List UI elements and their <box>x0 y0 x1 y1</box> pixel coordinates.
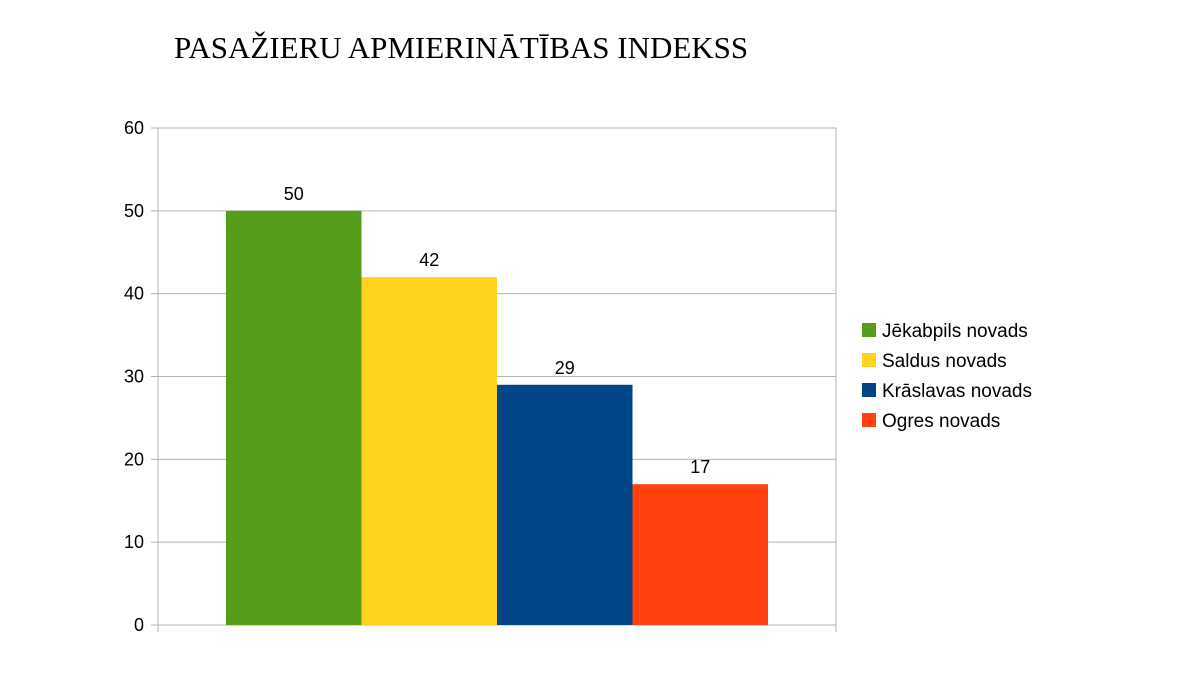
chart-title: PASAŽIERU APMIERINĀTĪBAS INDEKSS <box>174 30 748 65</box>
bar-ogres-novads <box>632 484 768 625</box>
y-tick-label: 20 <box>124 449 144 469</box>
legend-label: Saldus novads <box>882 351 1007 372</box>
legend-swatch <box>862 413 876 427</box>
legend-label: Krāslavas novads <box>882 381 1032 402</box>
y-tick-label: 10 <box>124 532 144 552</box>
legend-label: Ogres novads <box>882 411 1000 432</box>
data-label: 17 <box>690 457 710 477</box>
y-tick-label: 60 <box>124 118 144 138</box>
legend-swatch <box>862 353 876 367</box>
y-tick-label: 50 <box>124 201 144 221</box>
legend: Jēkabpils novads Saldus novads Krāslavas n… <box>862 321 1032 432</box>
bar-krāslavas-novads <box>497 384 633 625</box>
legend-swatch <box>862 323 876 337</box>
bars <box>226 210 768 626</box>
data-label: 29 <box>555 358 575 378</box>
legend-label: Jēkabpils novads <box>882 321 1028 342</box>
bar-saldus-novads <box>361 277 497 625</box>
y-tick-label: 0 <box>134 615 144 635</box>
legend-swatch <box>862 383 876 397</box>
y-tick-label: 40 <box>124 284 144 304</box>
y-axis-tick-labels: 0 10 20 30 40 50 60 <box>124 118 144 635</box>
data-label: 50 <box>284 184 304 204</box>
data-labels: 50 42 29 17 <box>284 184 711 477</box>
y-tick-label: 30 <box>124 367 144 387</box>
bar-jēkabpils-novads <box>226 210 362 626</box>
data-label: 42 <box>419 250 439 270</box>
